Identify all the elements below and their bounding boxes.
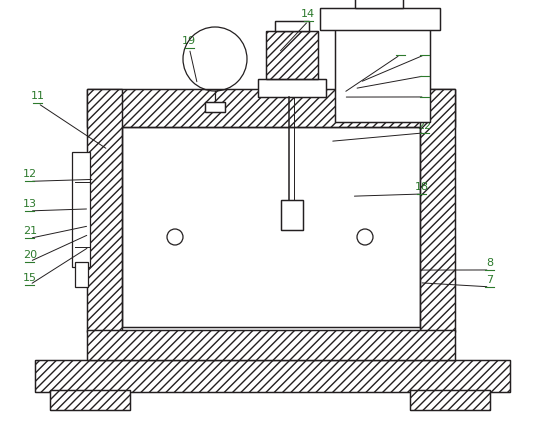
Bar: [420, 89, 455, 332]
Text: 20: 20: [23, 249, 37, 260]
Bar: [281, 200, 303, 230]
Bar: [35, 360, 510, 392]
Bar: [87, 89, 122, 332]
Bar: [266, 31, 318, 79]
Bar: [320, 8, 440, 30]
Text: 15: 15: [23, 273, 37, 283]
Text: 16: 16: [393, 43, 407, 53]
Bar: [410, 390, 490, 410]
Text: 11: 11: [31, 91, 45, 101]
Bar: [355, 0, 403, 8]
Bar: [258, 79, 326, 97]
Text: 14: 14: [301, 9, 315, 19]
Bar: [281, 200, 303, 230]
Bar: [335, 24, 430, 122]
Text: 10: 10: [418, 85, 432, 95]
Bar: [87, 330, 455, 360]
Bar: [335, 24, 430, 122]
Bar: [50, 390, 130, 410]
Bar: [87, 89, 455, 127]
Bar: [50, 390, 130, 410]
Bar: [275, 21, 309, 31]
Bar: [87, 89, 122, 332]
Bar: [75, 262, 88, 287]
Bar: [72, 152, 90, 267]
Bar: [35, 360, 510, 392]
Bar: [122, 127, 420, 327]
Text: 24: 24: [418, 64, 432, 74]
Text: 19: 19: [182, 36, 196, 46]
Text: 17: 17: [418, 43, 432, 53]
Text: 7: 7: [486, 275, 493, 285]
Bar: [122, 127, 420, 327]
Bar: [258, 79, 326, 97]
Text: 8: 8: [486, 258, 493, 268]
Text: 21: 21: [23, 226, 37, 236]
Bar: [205, 102, 225, 112]
Bar: [205, 102, 225, 112]
Bar: [420, 89, 455, 332]
Text: 18: 18: [415, 182, 429, 192]
Bar: [87, 330, 455, 360]
Bar: [410, 390, 490, 410]
Bar: [320, 8, 440, 30]
Text: 13: 13: [23, 199, 37, 209]
Text: 22: 22: [418, 121, 432, 131]
Text: 12: 12: [23, 169, 37, 179]
Bar: [87, 89, 455, 127]
Bar: [266, 31, 318, 79]
Bar: [275, 21, 309, 31]
Bar: [355, 0, 403, 8]
